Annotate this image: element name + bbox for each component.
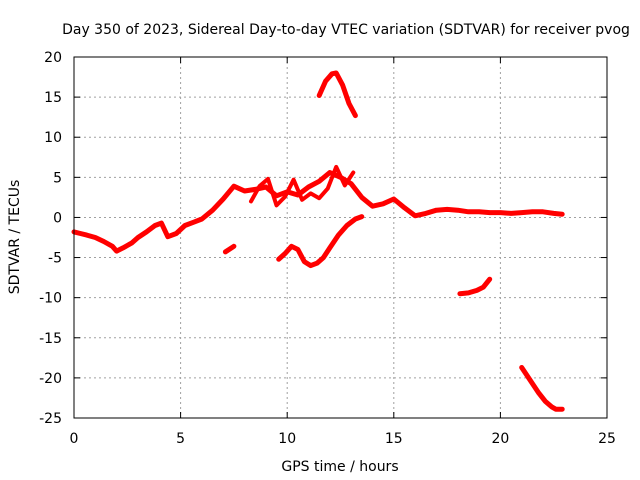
x-tick-label: 15 <box>385 431 403 447</box>
y-tick-label: 20 <box>44 50 62 66</box>
series-arc-short <box>222 243 237 255</box>
plot-frame <box>73 56 608 419</box>
axis-ticks <box>73 56 608 419</box>
series-arc-main <box>71 170 565 254</box>
series-arc-upper <box>316 70 358 119</box>
series-arc-mid-low <box>457 276 493 297</box>
y-tick-label: 10 <box>44 130 62 146</box>
series-arc-main-spread <box>249 164 356 208</box>
series-arc-low <box>519 365 565 412</box>
y-tick-label: -10 <box>39 291 62 307</box>
series-arc-dip <box>276 214 365 269</box>
x-tick-label: 5 <box>176 431 185 447</box>
x-tick-label: 25 <box>598 431 616 447</box>
chart-title: Day 350 of 2023, Sidereal Day-to-day VTE… <box>62 22 630 38</box>
y-tick-label: -15 <box>39 331 62 347</box>
x-axis-title: GPS time / hours <box>281 459 398 475</box>
x-tick-labels: 0 5 10 15 20 25 <box>70 431 616 447</box>
y-tick-label: 15 <box>44 90 62 106</box>
x-tick-label: 0 <box>70 431 79 447</box>
y-tick-label: -20 <box>39 371 62 387</box>
y-axis-title: SDTVAR / TECUs <box>7 180 23 295</box>
data-series <box>71 70 565 412</box>
y-tick-label: -25 <box>39 411 62 427</box>
y-tick-label: 5 <box>53 170 62 186</box>
y-tick-label: 0 <box>53 210 62 226</box>
x-tick-label: 10 <box>278 431 296 447</box>
y-tick-labels: 20 15 10 5 0 -5 -10 -15 -20 -25 <box>39 50 62 427</box>
y-tick-label: -5 <box>48 251 62 267</box>
x-tick-label: 20 <box>491 431 509 447</box>
